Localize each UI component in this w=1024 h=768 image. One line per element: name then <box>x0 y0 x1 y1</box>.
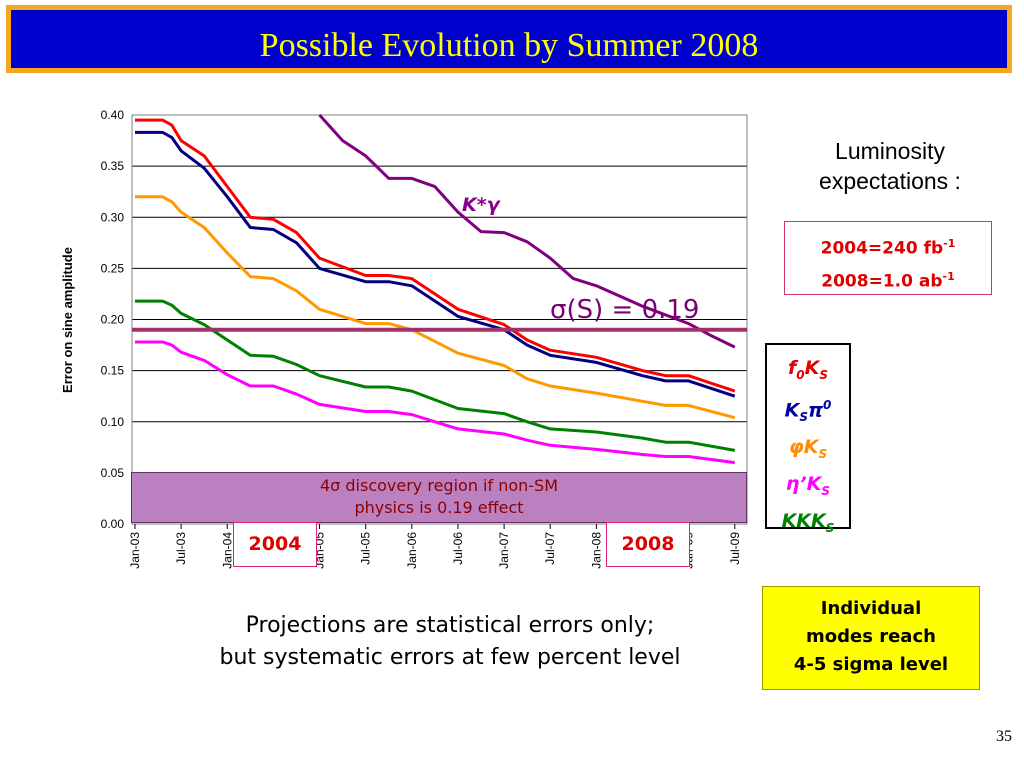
series-line-K*γ <box>318 113 736 349</box>
legend-f0ks: f0KS <box>787 357 829 382</box>
decay-modes-legend: f0KS KSπ0 φKS η’KS KKKS <box>765 343 851 534</box>
title-bar: Possible Evolution by Summer 2008 <box>6 5 1012 73</box>
x-tick-label: Jan-03 <box>128 532 142 569</box>
y-tick-label: 0.15 <box>101 364 125 378</box>
projection-note: Projections are statistical errors only;… <box>150 610 750 674</box>
discovery-line-1: 4σ discovery region if non-SM <box>319 476 559 495</box>
luminosity-box: 2004=240 fb-1 2008=1.0 ab-1 <box>784 221 992 295</box>
individual-modes-note: Individual modes reach 4-5 sigma level <box>762 586 980 690</box>
plot-area <box>131 114 748 525</box>
year-marker-2008: 2008 <box>606 522 690 567</box>
series-line-η′KS <box>135 340 735 465</box>
x-tick-label: Jul-09 <box>728 532 742 565</box>
y-tick-label: 0.20 <box>101 313 125 327</box>
x-tick-label: Jul-03 <box>174 532 188 565</box>
projection-line-2: but systematic errors at few percent lev… <box>219 645 681 670</box>
x-tick-label: Jan-08 <box>589 532 603 569</box>
series-line-φKS <box>135 195 736 420</box>
series-line-KKKS <box>135 299 736 452</box>
x-tick-label: Jul-07 <box>543 532 557 565</box>
x-tick-label: Jan-04 <box>220 532 234 569</box>
x-tick-label: Jul-05 <box>359 532 373 565</box>
legend-etaprimeks: η’KS <box>785 472 831 498</box>
x-tick-label: Jul-06 <box>451 532 465 565</box>
y-tick-label: 0.05 <box>101 466 125 480</box>
legend-kkks: KKKS <box>781 509 835 535</box>
luminosity-2004: 2004=240 fb-1 <box>820 237 956 259</box>
sigma-s-label: σ(S) = 0.19 <box>550 295 699 325</box>
projection-line-1: Projections are statistical errors only; <box>245 613 655 638</box>
y-tick-label: 0.10 <box>101 415 125 429</box>
legend-kspi0: KSπ0 <box>784 397 832 424</box>
y-tick-label: 0.00 <box>101 517 125 531</box>
discovery-region-box: 4σ discovery region if non-SM physics is… <box>131 472 747 523</box>
legend-phiks: φKS <box>788 435 828 461</box>
y-tick-label: 0.30 <box>101 210 125 224</box>
luminosity-2008: 2008=1.0 ab-1 <box>821 269 955 292</box>
y-tick-label: 0.40 <box>101 108 125 122</box>
year-marker-2004: 2004 <box>233 522 317 567</box>
kstar-gamma-annotation: K*γ <box>462 194 502 216</box>
x-tick-label: Jan-07 <box>497 532 511 569</box>
x-tick-label: Jan-06 <box>405 532 419 569</box>
slide-title: Possible Evolution by Summer 2008 <box>259 27 759 64</box>
page-number: 35 <box>996 728 1012 745</box>
y-tick-label: 0.25 <box>101 261 125 275</box>
y-tick-label: 0.35 <box>101 159 125 173</box>
luminosity-heading: Luminosity expectations : <box>819 138 961 194</box>
y-axis-label: Error on sine amplitude <box>60 247 75 393</box>
series-line-KSπ0 <box>135 130 736 398</box>
discovery-line-2: physics is 0.19 effect <box>354 498 524 517</box>
series-line-f0KS <box>135 118 736 393</box>
